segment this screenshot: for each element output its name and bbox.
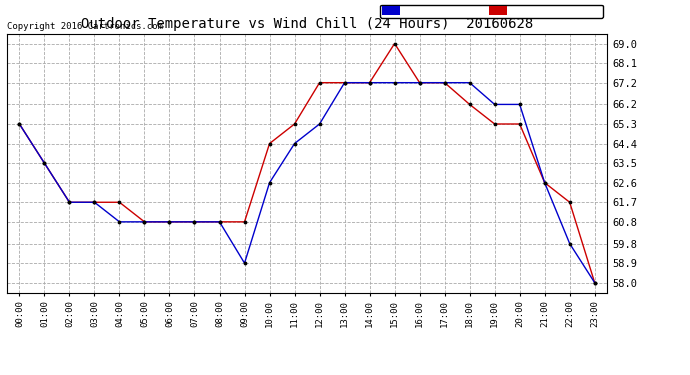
Text: Copyright 2016 Cartronics.com: Copyright 2016 Cartronics.com (7, 22, 163, 31)
Legend: Wind Chill  (°F), Temperature  (°F): Wind Chill (°F), Temperature (°F) (380, 4, 602, 18)
Title: Outdoor Temperature vs Wind Chill (24 Hours)  20160628: Outdoor Temperature vs Wind Chill (24 Ho… (81, 17, 533, 31)
